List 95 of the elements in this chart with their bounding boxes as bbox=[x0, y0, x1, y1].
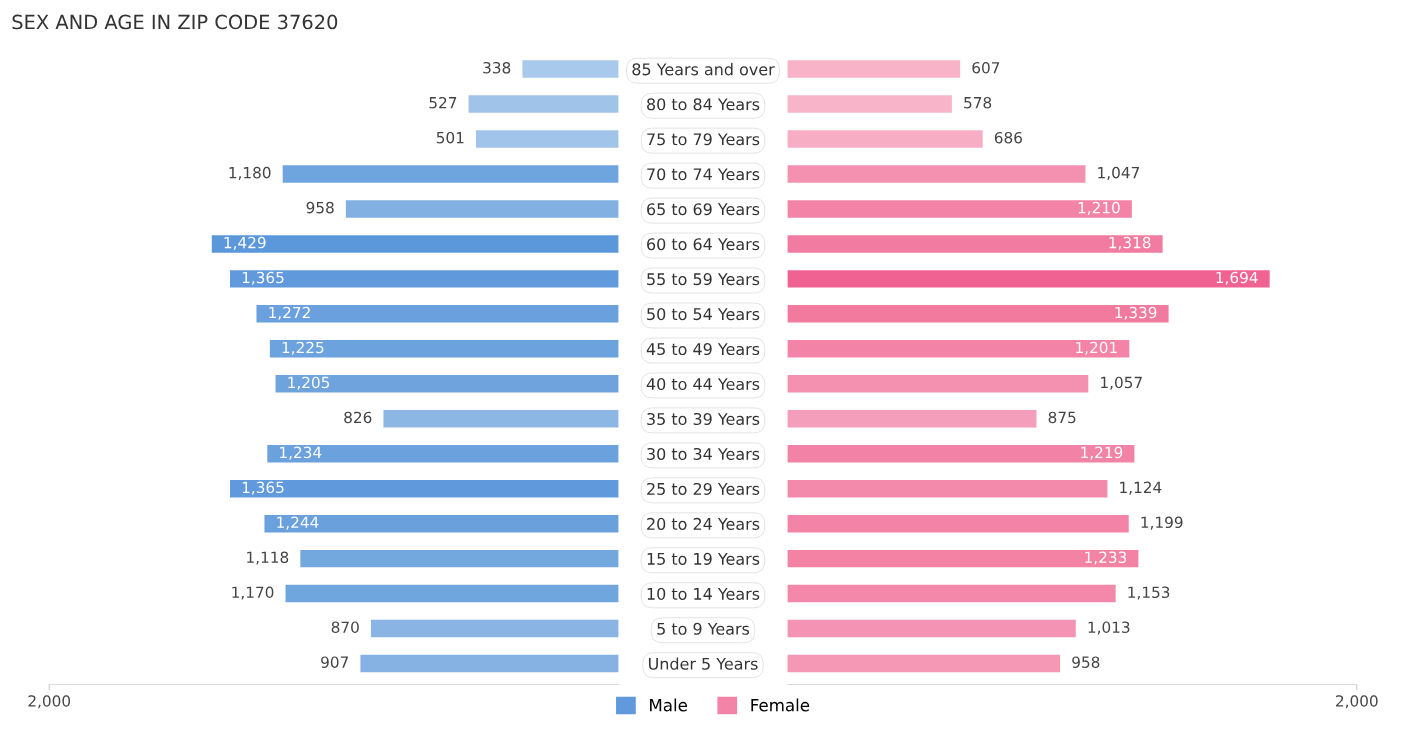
bar bbox=[787, 270, 1270, 288]
data-label: 826 bbox=[344, 411, 372, 424]
data-label: 907 bbox=[321, 656, 348, 668]
y-tick-label: 5 to 9 Years bbox=[657, 622, 750, 635]
bar bbox=[360, 654, 619, 673]
bar bbox=[787, 340, 1130, 358]
data-label: 1,124 bbox=[1120, 481, 1162, 495]
bar bbox=[230, 479, 619, 498]
data-label: 1,201 bbox=[1076, 341, 1117, 355]
x-tick-label: 2,000 bbox=[28, 695, 71, 709]
bar bbox=[211, 235, 619, 253]
y-tick-label: 25 to 29 Years bbox=[647, 482, 760, 495]
bar bbox=[275, 375, 619, 393]
bar bbox=[269, 340, 619, 358]
data-label: 1,057 bbox=[1101, 376, 1142, 390]
y-tick-label: 75 to 79 Years bbox=[647, 133, 760, 146]
bar bbox=[285, 584, 619, 603]
bar bbox=[787, 235, 1163, 253]
bar bbox=[468, 95, 619, 113]
bar bbox=[256, 305, 619, 323]
bar bbox=[787, 514, 1129, 533]
bar bbox=[345, 200, 619, 218]
data-label: 1,118 bbox=[247, 551, 289, 565]
bar bbox=[264, 514, 619, 533]
bar bbox=[787, 375, 1089, 393]
y-tick-label: 40 to 44 Years bbox=[646, 378, 760, 391]
bar bbox=[300, 549, 619, 568]
data-label: 1,170 bbox=[232, 586, 274, 600]
data-label: 1,365 bbox=[242, 481, 284, 495]
data-label: 1,365 bbox=[242, 271, 284, 285]
y-tick-label: 65 to 69 Years bbox=[647, 203, 760, 216]
y-tick-label: 55 to 59 Years bbox=[647, 273, 760, 286]
data-label: 1,272 bbox=[269, 306, 310, 320]
data-label: 1,219 bbox=[1081, 446, 1123, 460]
data-label: 1,429 bbox=[224, 236, 266, 250]
legend-label: Male bbox=[650, 698, 688, 712]
data-label: 1,153 bbox=[1128, 586, 1170, 600]
data-label: 870 bbox=[331, 621, 359, 633]
y-tick-label: 85 Years and over bbox=[632, 63, 775, 76]
data-label: 527 bbox=[429, 96, 457, 109]
bar bbox=[522, 60, 619, 78]
bar bbox=[787, 444, 1135, 463]
legend-label: Female bbox=[751, 698, 810, 712]
bar bbox=[370, 619, 619, 638]
data-label: 1,694 bbox=[1216, 271, 1258, 285]
x-tick-label: 2,000 bbox=[1336, 695, 1378, 709]
bar bbox=[787, 619, 1076, 638]
y-tick-label: 80 to 84 Years bbox=[647, 98, 760, 111]
y-tick-label: 35 to 39 Years bbox=[647, 412, 760, 426]
bar bbox=[787, 654, 1061, 673]
bar bbox=[787, 60, 961, 78]
bar bbox=[787, 95, 952, 113]
bar bbox=[787, 200, 1132, 218]
y-tick-label: 60 to 64 Years bbox=[647, 238, 760, 251]
data-label: 958 bbox=[306, 201, 334, 214]
data-label: 1,244 bbox=[277, 516, 319, 530]
bar bbox=[230, 270, 619, 288]
data-label: 607 bbox=[972, 61, 1000, 74]
bar bbox=[383, 410, 619, 428]
data-label: 958 bbox=[1072, 656, 1100, 668]
y-tick-label: Under 5 Years bbox=[648, 657, 758, 670]
data-label: 686 bbox=[994, 131, 1022, 144]
data-label: 1,013 bbox=[1088, 621, 1130, 635]
y-tick-label: 50 to 54 Years bbox=[647, 308, 760, 321]
bar bbox=[787, 130, 983, 148]
data-label: 1,180 bbox=[229, 166, 271, 180]
data-label: 1,318 bbox=[1109, 236, 1151, 250]
data-label: 1,233 bbox=[1085, 551, 1127, 565]
data-label: 1,199 bbox=[1141, 516, 1183, 530]
data-label: 1,210 bbox=[1078, 201, 1120, 215]
bar bbox=[787, 584, 1116, 603]
bar bbox=[282, 165, 619, 183]
bar bbox=[787, 549, 1139, 568]
y-tick-label: 20 to 24 Years bbox=[647, 517, 760, 530]
data-label: 578 bbox=[964, 96, 992, 109]
data-label: 875 bbox=[1048, 411, 1076, 424]
y-tick-label: 45 to 49 Years bbox=[646, 343, 760, 356]
data-label: 501 bbox=[436, 131, 464, 144]
bar bbox=[267, 444, 619, 463]
chart-title: SEX AND AGE IN ZIP CODE 37620 bbox=[12, 14, 338, 30]
data-label: 1,234 bbox=[280, 446, 322, 460]
data-label: 1,225 bbox=[282, 341, 324, 355]
bar bbox=[787, 410, 1037, 428]
data-label: 1,339 bbox=[1115, 306, 1157, 320]
bar bbox=[476, 130, 619, 148]
bar bbox=[787, 165, 1086, 183]
bar bbox=[787, 305, 1169, 323]
y-tick-label: 15 to 19 Years bbox=[647, 552, 760, 565]
bar bbox=[787, 479, 1108, 498]
data-label: 1,047 bbox=[1098, 166, 1139, 180]
data-label: 1,205 bbox=[288, 376, 330, 390]
y-tick-label: 30 to 34 Years bbox=[647, 447, 760, 461]
data-label: 338 bbox=[483, 61, 511, 74]
y-tick-label: 10 to 14 Years bbox=[647, 587, 760, 600]
y-tick-label: 70 to 74 Years bbox=[647, 168, 760, 181]
